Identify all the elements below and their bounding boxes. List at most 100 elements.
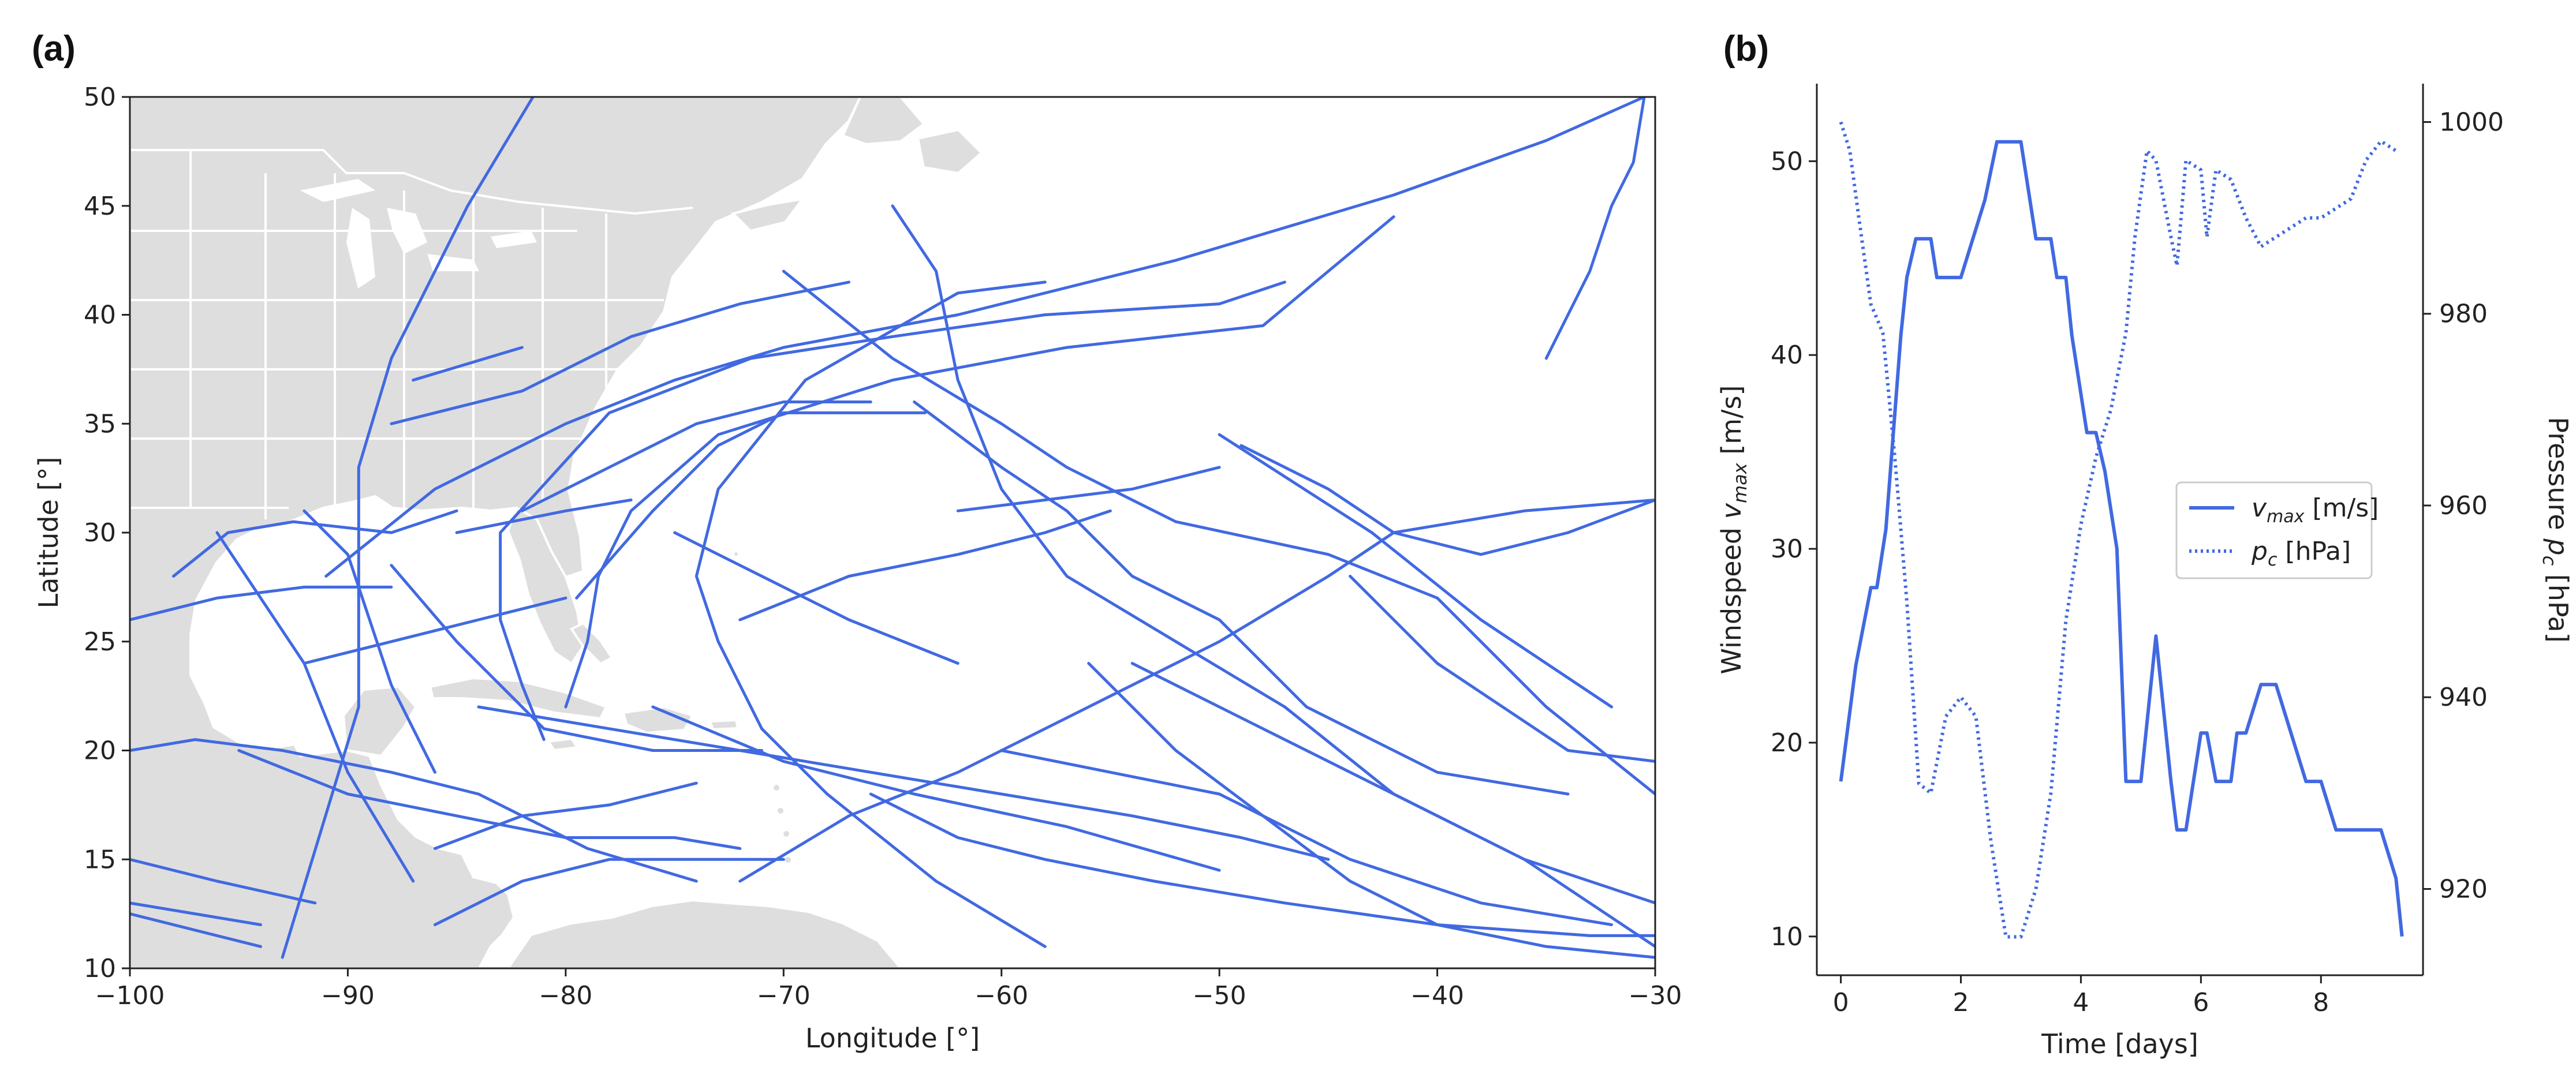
map-y-tick-label: 20: [84, 736, 116, 766]
storm-track-21: [477, 705, 1330, 861]
land-nova-scotia: [731, 197, 805, 233]
pressure-y-tick-label: 1000: [2439, 107, 2504, 137]
storm-track-7: [303, 509, 436, 774]
map-y-tick-label: 10: [84, 954, 116, 983]
storm-tracks: [130, 97, 1655, 959]
storm-track-1: [281, 97, 535, 959]
storm-track-5: [564, 215, 1395, 709]
map-panel: −100 −90 −80 −70 −60 −50 −40 −30 10 15 20 25 30 35 40…: [33, 83, 1682, 1054]
storm-track-28: [1240, 444, 1655, 556]
storm-track-19: [1000, 749, 1613, 926]
land-antilles-1: [771, 783, 782, 793]
storm-track-16: [1218, 433, 1613, 709]
land-canada-east: [841, 97, 925, 146]
time-x-tick-label: 2: [1953, 988, 1969, 1017]
legend-label-vmax: vmax [m/s]: [2252, 493, 2379, 527]
land-yucatan: [342, 685, 417, 758]
storm-track-11: [130, 901, 262, 926]
storm-track-30: [433, 781, 698, 850]
legend: vmax [m/s] pc [hPa]: [2175, 481, 2379, 579]
land-bermuda: [732, 550, 740, 558]
storm-track-9: [130, 738, 698, 883]
storm-track-35: [390, 280, 850, 425]
map-x-tick-label: −50: [1193, 981, 1246, 1010]
storm-track-10: [130, 858, 317, 905]
storm-track-22: [651, 705, 1221, 872]
storm-track-6: [499, 280, 1286, 742]
storm-track-20: [869, 792, 1655, 937]
storm-track-15: [782, 269, 1655, 796]
map-y-tick-label: 30: [84, 518, 116, 548]
storm-track-36: [412, 346, 524, 382]
land-hispaniola: [622, 705, 695, 735]
map-y-tick-label: 40: [84, 301, 116, 330]
great-lakes: [300, 179, 537, 289]
windspeed-y-tick-label: 30: [1771, 534, 1803, 564]
windspeed-y-tick-label: 40: [1771, 340, 1803, 370]
land-florida: [506, 506, 585, 665]
map-x-tick-label: −100: [95, 981, 165, 1010]
map-y-tick-label: 15: [84, 845, 116, 874]
map-x-tick-label: −80: [539, 981, 592, 1010]
land-antilles-2: [775, 806, 786, 816]
legend-label-pc: pc [hPa]: [2251, 537, 2351, 570]
storm-track-13: [695, 280, 1047, 948]
storm-track-27: [390, 564, 763, 752]
time-x-tick-label: 6: [2193, 988, 2209, 1017]
map-x-ticks: −100 −90 −80 −70 −60 −50 −40 −30: [95, 968, 1682, 1010]
storm-track-34: [913, 400, 1570, 796]
time-x-tick-label: 4: [2073, 988, 2089, 1017]
timeseries-panel: 0 2 4 6 8 10 20 30 40 50 920 940 960 980 1000 Time […: [1716, 84, 2574, 1059]
time-x-tick-label: 0: [1833, 988, 1849, 1017]
windspeed-y-tick-label: 20: [1771, 728, 1803, 758]
windspeed-y-tick-label: 50: [1771, 147, 1803, 176]
windspeed-series-line: [1839, 140, 2404, 937]
storm-track-33: [520, 400, 872, 512]
time-x-label: Time [days]: [2041, 1028, 2198, 1059]
map-y-tick-label: 35: [84, 409, 116, 439]
storm-track-37: [455, 498, 633, 534]
storm-track-18: [1087, 662, 1655, 959]
land-newfoundland: [916, 128, 983, 175]
land-antilles-4: [783, 855, 793, 865]
land-antilles-3: [781, 829, 792, 839]
pressure-y-tick-label: 980: [2439, 299, 2488, 329]
windspeed-y-tick-label: 10: [1771, 922, 1803, 952]
timeseries-lines: [1839, 121, 2404, 939]
storm-track-23: [891, 204, 1655, 905]
storm-track-38: [738, 498, 1655, 883]
windspeed-y-label: Windspeed vmax [m/s]: [1716, 385, 1751, 675]
storm-track-39: [738, 509, 1112, 622]
map-y-tick-label: 25: [84, 627, 116, 657]
land-jamaica: [546, 737, 580, 752]
map-x-tick-label: −70: [757, 981, 811, 1010]
land-puerto-rico: [708, 718, 740, 731]
windspeed-y-ticks: 10 20 30 40 50: [1771, 147, 1817, 952]
land-south-america: [506, 898, 902, 968]
pressure-y-tick-label: 960: [2439, 491, 2488, 521]
map-x-tick-label: −40: [1410, 981, 1464, 1010]
storm-track-3: [324, 97, 1646, 578]
map-x-tick-label: −30: [1629, 981, 1682, 1010]
map-x-tick-label: −90: [321, 981, 375, 1010]
storm-track-32: [303, 596, 568, 665]
land-cuba: [428, 676, 608, 720]
map-y-tick-label: 45: [84, 192, 116, 221]
time-x-ticks: 0 2 4 6 8: [1833, 975, 2329, 1017]
storm-track-29: [673, 531, 960, 665]
storm-track-25: [237, 749, 742, 850]
storm-track-4: [172, 509, 458, 578]
panel-label-b: (b): [1723, 29, 1769, 69]
pressure-y-tick-label: 920: [2439, 874, 2488, 904]
pressure-y-label: Pressure pc [hPa]: [2538, 417, 2574, 642]
storm-track-2: [130, 585, 393, 622]
map-x-label: Longitude [°]: [805, 1023, 980, 1054]
land-bahamas: [570, 622, 614, 665]
map-y-tick-label: 50: [84, 83, 116, 112]
political-borders: [130, 149, 693, 855]
storm-track-12: [130, 912, 262, 948]
storm-track-31: [433, 858, 785, 926]
pressure-y-ticks: 920 940 960 980 1000: [2423, 107, 2504, 904]
storm-track-14: [956, 466, 1221, 512]
